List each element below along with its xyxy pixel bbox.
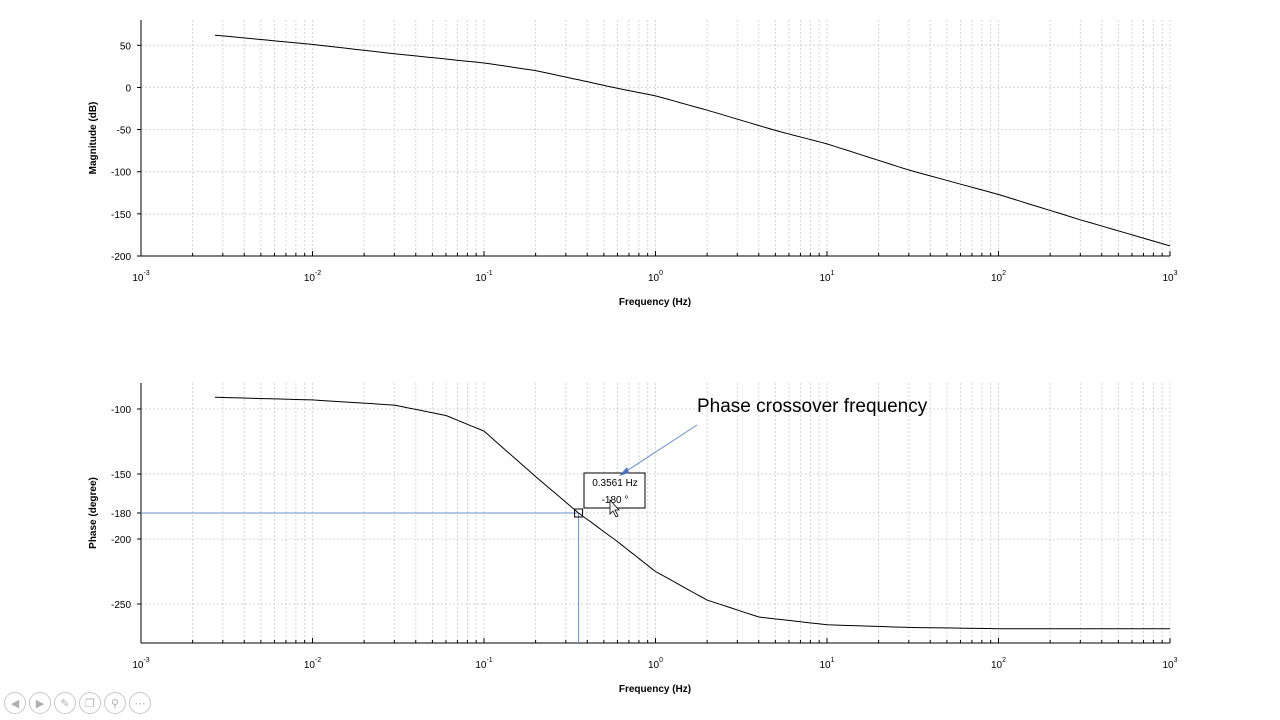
mag-x-tick-exponent: 1 [831, 270, 835, 277]
mouse-cursor-icon [609, 498, 620, 518]
phase-y-tick-label: -180 [111, 509, 131, 520]
mag-x-tick-base: 10 [304, 273, 316, 284]
magnitude-x-axis-title: Frequency (Hz) [619, 297, 691, 308]
annotation-arrow-head [619, 467, 629, 476]
phase-y-tick-label: -200 [111, 535, 131, 546]
phase-x-tick-base: 10 [475, 660, 487, 671]
more-icon[interactable]: ⋯ [129, 692, 151, 714]
datatip-phase: -180 ° [602, 495, 629, 506]
magnitude-x-ticks: 10-3 10-2 10-1 100 101 102 103 [132, 270, 1177, 284]
phase-plot: -100-150-180-200-250 10-3 10-2 10-1 100 101 1… [88, 383, 1178, 695]
back-icon[interactable]: ◀ [4, 692, 26, 714]
phase-x-tick-base: 10 [991, 660, 1003, 671]
phase-x-ticks: 10-3 10-2 10-1 100 101 102 103 [132, 657, 1177, 671]
phase-x-tick-exponent: -2 [315, 657, 321, 664]
mag-x-tick-label: 102 [991, 270, 1006, 284]
mag-x-tick-base: 10 [819, 273, 831, 284]
annotation-arrow-line [621, 424, 698, 475]
phase-x-tick-exponent: 2 [1002, 657, 1006, 664]
mag-x-tick-base: 10 [1162, 273, 1174, 284]
phase-x-tick-label: 102 [991, 657, 1006, 671]
phase-x-tick-base: 10 [132, 660, 144, 671]
mag-y-tick-label: -100 [111, 168, 131, 179]
copy-icon[interactable]: ❐ [79, 692, 101, 714]
mag-x-tick-base: 10 [991, 273, 1003, 284]
mag-x-tick-exponent: 0 [659, 270, 663, 277]
mag-x-tick-exponent: -3 [143, 270, 149, 277]
magnitude-plot: 500-50-100-150-200 10-3 10-2 10-1 100 101 102… [88, 20, 1178, 308]
slideshow-controls: ◀ ▶ ✎ ❐ ⚲ ⋯ [4, 692, 151, 714]
mag-x-tick-base: 10 [648, 273, 660, 284]
mag-y-tick-label: 50 [120, 41, 132, 52]
mag-y-tick-label: -50 [117, 126, 132, 137]
phase-x-tick-label: 101 [819, 657, 834, 671]
phase-x-tick-base: 10 [304, 660, 316, 671]
mag-y-tick-label: 0 [125, 83, 131, 94]
mag-y-tick-label: -150 [111, 210, 131, 221]
mag-x-tick-label: 10-3 [132, 270, 149, 284]
phase-x-axis-title: Frequency (Hz) [619, 684, 691, 695]
magnitude-y-ticks: 50 0 -50 -100 -150 -200 [111, 41, 141, 263]
phase-x-tick-exponent: 1 [831, 657, 835, 664]
mag-x-tick-label: 100 [648, 270, 663, 284]
mag-y-tick-label: -200 [111, 252, 131, 263]
phase-y-tick-label: -250 [111, 600, 131, 611]
phase-x-tick-exponent: 3 [1174, 657, 1178, 664]
forward-icon[interactable]: ▶ [29, 692, 51, 714]
datatip-frequency: 0.3561 Hz [592, 478, 638, 489]
mag-x-tick-label: 10-1 [475, 270, 492, 284]
phase-x-tick-label: 10-2 [304, 657, 321, 671]
phase-x-tick-label: 10-3 [132, 657, 149, 671]
phase-y-axis-title: Phase (degree) [88, 477, 99, 549]
phase-x-tick-label: 100 [648, 657, 663, 671]
phase-x-tick-exponent: -3 [143, 657, 149, 664]
magnitude-y-axis-title: Magnitude (dB) [88, 102, 99, 175]
mag-x-tick-exponent: -1 [486, 270, 492, 277]
magnitude-series-line [214, 34, 1171, 247]
magnitude-grid [141, 20, 1171, 257]
pen-icon[interactable]: ✎ [54, 692, 76, 714]
mag-x-tick-label: 101 [819, 270, 834, 284]
search-icon[interactable]: ⚲ [104, 692, 126, 714]
phase-x-tick-label: 103 [1162, 657, 1177, 671]
mag-x-tick-exponent: 2 [1002, 270, 1006, 277]
phase-x-tick-base: 10 [1162, 660, 1174, 671]
mag-x-tick-base: 10 [475, 273, 487, 284]
datatip-box[interactable]: 0.3561 Hz -180 ° [583, 472, 646, 509]
phase-x-tick-base: 10 [819, 660, 831, 671]
datatip-frame [583, 472, 646, 509]
phase-x-tick-exponent: 0 [659, 657, 663, 664]
mag-x-tick-label: 103 [1162, 270, 1177, 284]
mag-x-tick-exponent: -2 [315, 270, 321, 277]
phase-y-ticks: -100 -150 -180 -200 -250 [111, 405, 141, 611]
mag-x-tick-exponent: 3 [1174, 270, 1178, 277]
annotation-label: Phase crossover frequency [697, 396, 928, 417]
phase-x-tick-exponent: -1 [486, 657, 492, 664]
phase-series-line [214, 396, 1170, 630]
phase-y-tick-label: -150 [111, 470, 131, 481]
phase-x-tick-label: 10-1 [475, 657, 492, 671]
phase-x-tick-base: 10 [648, 660, 660, 671]
phase-y-tick-label: -100 [111, 405, 131, 416]
mag-x-tick-base: 10 [132, 273, 144, 284]
datatip-marker[interactable] [574, 508, 584, 518]
mag-x-tick-label: 10-2 [304, 270, 321, 284]
